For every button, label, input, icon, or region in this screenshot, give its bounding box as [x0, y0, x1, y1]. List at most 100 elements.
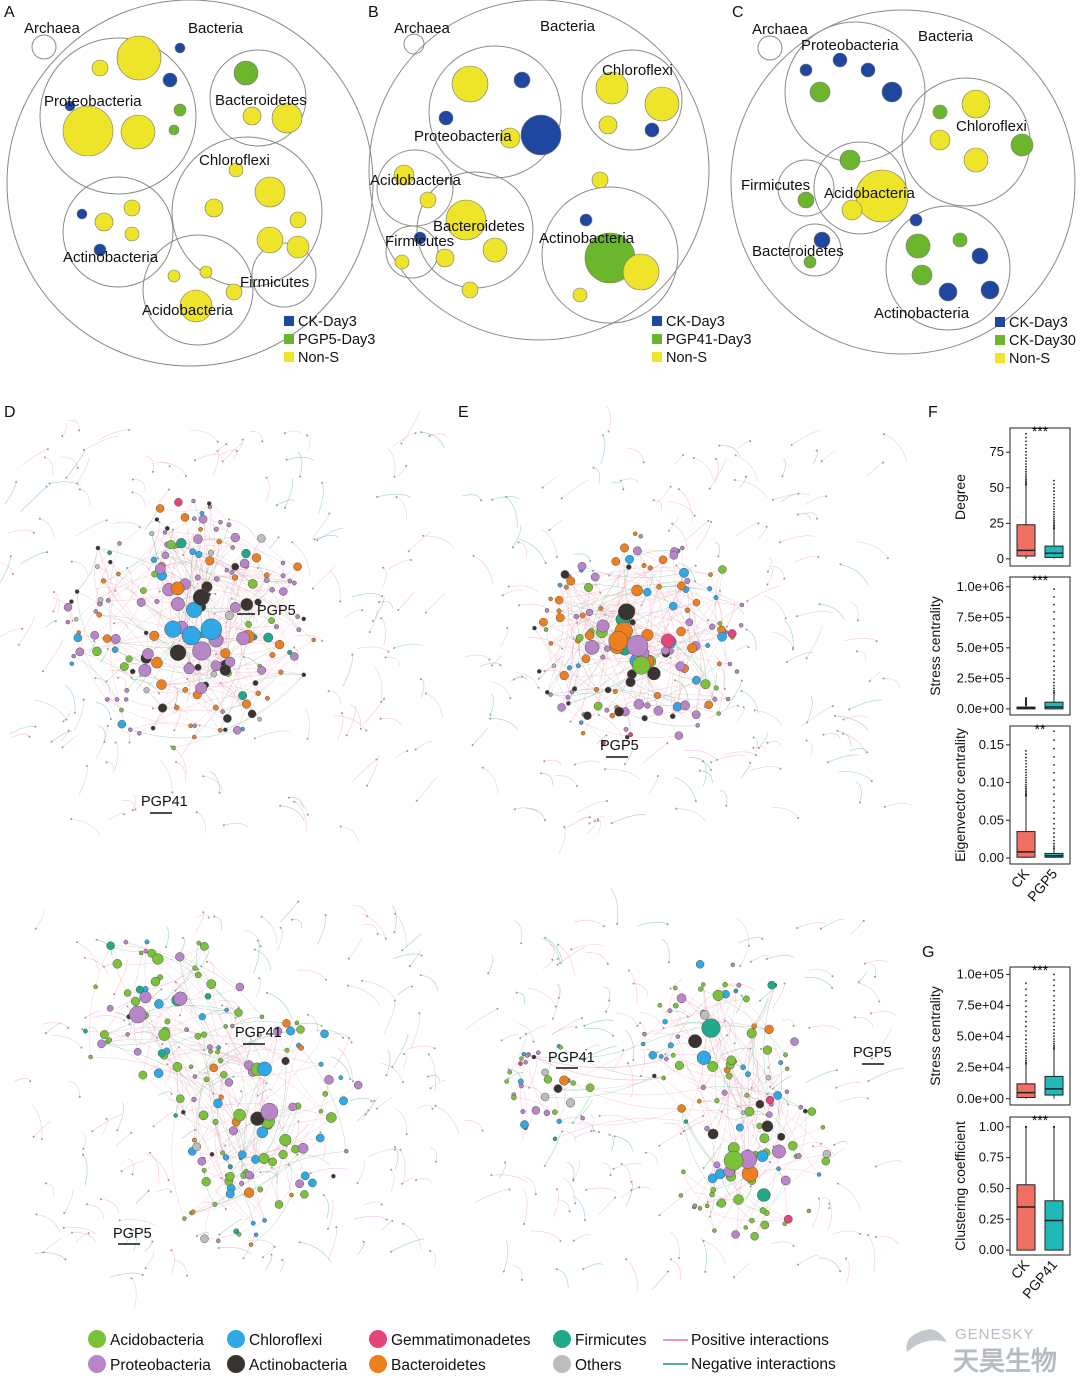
- network-node: [491, 664, 493, 667]
- outlier-point: [1053, 779, 1055, 782]
- network-node: [397, 609, 400, 611]
- edge-arc: [292, 542, 311, 576]
- edge: [89, 945, 111, 1058]
- network-node: [201, 1177, 211, 1187]
- network-node: [601, 740, 606, 746]
- network-node: [519, 1056, 524, 1061]
- edge-arc: [357, 1109, 369, 1122]
- edge-arc: [201, 947, 210, 967]
- legend-dot-others: [553, 1355, 571, 1373]
- edge-arc: [883, 433, 907, 462]
- network-node: [707, 519, 710, 522]
- edge: [90, 1056, 222, 1098]
- network-node: [224, 1207, 227, 1210]
- network-node: [114, 697, 120, 702]
- edge-arc: [856, 781, 862, 803]
- network-node: [590, 572, 600, 582]
- network-node: [557, 943, 560, 946]
- edge-arc: [819, 604, 845, 620]
- network-node: [749, 1217, 755, 1224]
- edge-arc: [549, 944, 555, 960]
- network-node: [124, 687, 130, 693]
- network-node: [215, 1049, 221, 1055]
- outlier-point: [1053, 684, 1055, 687]
- edge-arc: [744, 1186, 752, 1201]
- panel-c-legend-item: CK-Day30: [1009, 333, 1076, 349]
- edge: [694, 1076, 730, 1206]
- network-node: [566, 665, 573, 671]
- edge-arc: [45, 1022, 63, 1034]
- network-node: [414, 748, 417, 751]
- network-node: [344, 1148, 349, 1154]
- network-node: [688, 1034, 703, 1049]
- outlier-point: [1053, 730, 1055, 733]
- network-node: [339, 600, 342, 603]
- edge: [561, 707, 604, 743]
- network-node: [502, 1270, 505, 1273]
- network-node: [216, 1045, 222, 1050]
- edge-arc: [20, 551, 48, 565]
- edge-arc: [130, 678, 160, 694]
- edge: [158, 1072, 237, 1123]
- outlier-point: [1053, 1040, 1055, 1043]
- network-node: [143, 687, 150, 694]
- edge-arc: [782, 458, 787, 477]
- network-node: [213, 612, 216, 615]
- network-node: [158, 1028, 171, 1041]
- edge-arc: [145, 1250, 155, 1269]
- network-node: [313, 538, 316, 541]
- network-node: [499, 664, 502, 667]
- network-node: [106, 941, 115, 950]
- network-node: [128, 727, 133, 732]
- network-node: [141, 1274, 144, 1276]
- outlier-point: [1053, 508, 1055, 511]
- edge: [79, 651, 163, 709]
- network-node: [265, 476, 268, 479]
- network-node: [228, 518, 230, 521]
- legend-dot-proteobacteria: [88, 1355, 106, 1373]
- network-node: [524, 1032, 527, 1035]
- network-node: [528, 1086, 531, 1089]
- network-node: [675, 661, 686, 672]
- network-node: [85, 764, 88, 767]
- edge: [762, 1062, 782, 1157]
- network-node: [765, 957, 768, 960]
- network-node: [714, 1098, 720, 1104]
- network-node: [752, 736, 755, 739]
- network-node: [132, 1229, 135, 1232]
- edge: [561, 574, 574, 708]
- edge-arc: [127, 1158, 134, 1175]
- network-node: [105, 680, 108, 683]
- network-node: [261, 440, 264, 443]
- edge-arc: [694, 1192, 708, 1203]
- network-node: [559, 1239, 562, 1242]
- edge: [79, 603, 101, 652]
- edge-arc: [65, 684, 76, 713]
- legend-label: Proteobacteria: [110, 1357, 211, 1374]
- edge-arc: [797, 513, 811, 521]
- edge: [689, 622, 706, 685]
- network-node: [174, 703, 177, 706]
- outlier-point: [1025, 1034, 1027, 1037]
- network-node: [353, 1080, 363, 1090]
- edge-arc: [262, 1246, 276, 1258]
- network-node: [385, 1218, 388, 1221]
- edge: [277, 1032, 332, 1118]
- network-node: [119, 707, 124, 713]
- network-node: [48, 482, 51, 485]
- edge-arc: [297, 969, 327, 980]
- legend-dot-firmicutes: [553, 1330, 571, 1348]
- network-node: [610, 822, 613, 825]
- network-node: [781, 475, 784, 478]
- network-node: [573, 613, 580, 620]
- network-node: [149, 531, 155, 537]
- network-node: [718, 565, 727, 574]
- network-node: [150, 976, 161, 987]
- network-node: [378, 601, 381, 603]
- network-node: [192, 734, 197, 740]
- network-node: [507, 585, 510, 588]
- edge: [230, 1148, 296, 1168]
- network-node: [198, 1013, 206, 1021]
- network-node: [173, 704, 180, 711]
- outlier-point: [1053, 1009, 1055, 1011]
